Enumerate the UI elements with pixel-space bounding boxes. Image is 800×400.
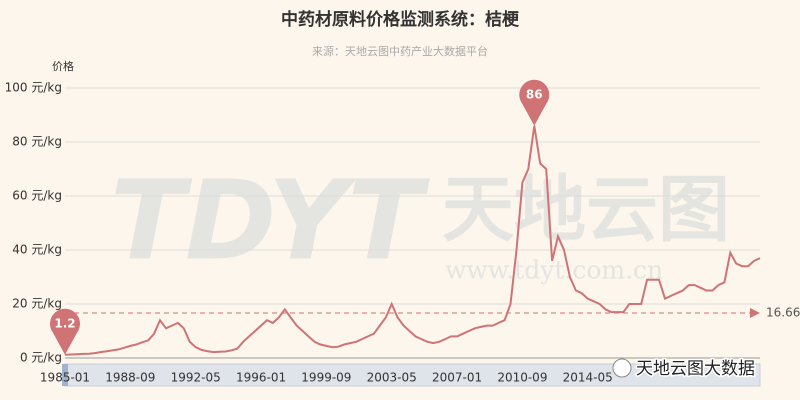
price-line xyxy=(64,125,761,356)
x-tick-label: 1996-01 xyxy=(236,371,286,385)
min-pin-label: 1.2 xyxy=(54,316,75,330)
wechat-icon xyxy=(612,358,632,378)
average-label: 16.66 xyxy=(766,306,800,320)
min-pin xyxy=(50,308,81,355)
max-pin xyxy=(519,79,550,126)
x-tick-label: 2010-09 xyxy=(497,371,547,385)
watermark-logo: TDYT xyxy=(110,156,430,284)
watermark-name: 天地云图 xyxy=(442,168,730,252)
y-tick-label: 20 元/kg xyxy=(12,297,62,311)
y-axis-label: 价格 xyxy=(52,59,74,73)
x-tick-label: 2003-05 xyxy=(367,371,417,385)
chart-title: 中药材原料价格监测系统：桔梗 xyxy=(281,9,520,30)
chart-subtitle: 来源：天地云图中药产业大数据平台 xyxy=(312,44,488,58)
average-arrow xyxy=(750,308,760,319)
y-tick-label: 60 元/kg xyxy=(12,189,62,203)
y-tick-label: 100 元/kg xyxy=(5,81,62,95)
x-tick-label: 2007-01 xyxy=(432,371,482,385)
x-tick-label: 1992-05 xyxy=(171,371,221,385)
x-tick-label: 1999-09 xyxy=(301,371,351,385)
x-tick-label: 2014-05 xyxy=(563,371,613,385)
x-tick-label: 1985-01 xyxy=(40,371,90,385)
max-pin-label: 86 xyxy=(526,87,543,101)
y-tick-label: 80 元/kg xyxy=(12,135,62,149)
y-tick-label: 40 元/kg xyxy=(12,243,62,257)
watermark-url: www.tdyt.com.cn xyxy=(445,256,663,285)
zoom-handle[interactable] xyxy=(62,364,68,386)
x-tick-label: 1988-09 xyxy=(105,371,155,385)
y-tick-label: 0 元/kg xyxy=(20,351,62,365)
corner-label: 天地云图大数据 xyxy=(636,359,755,379)
